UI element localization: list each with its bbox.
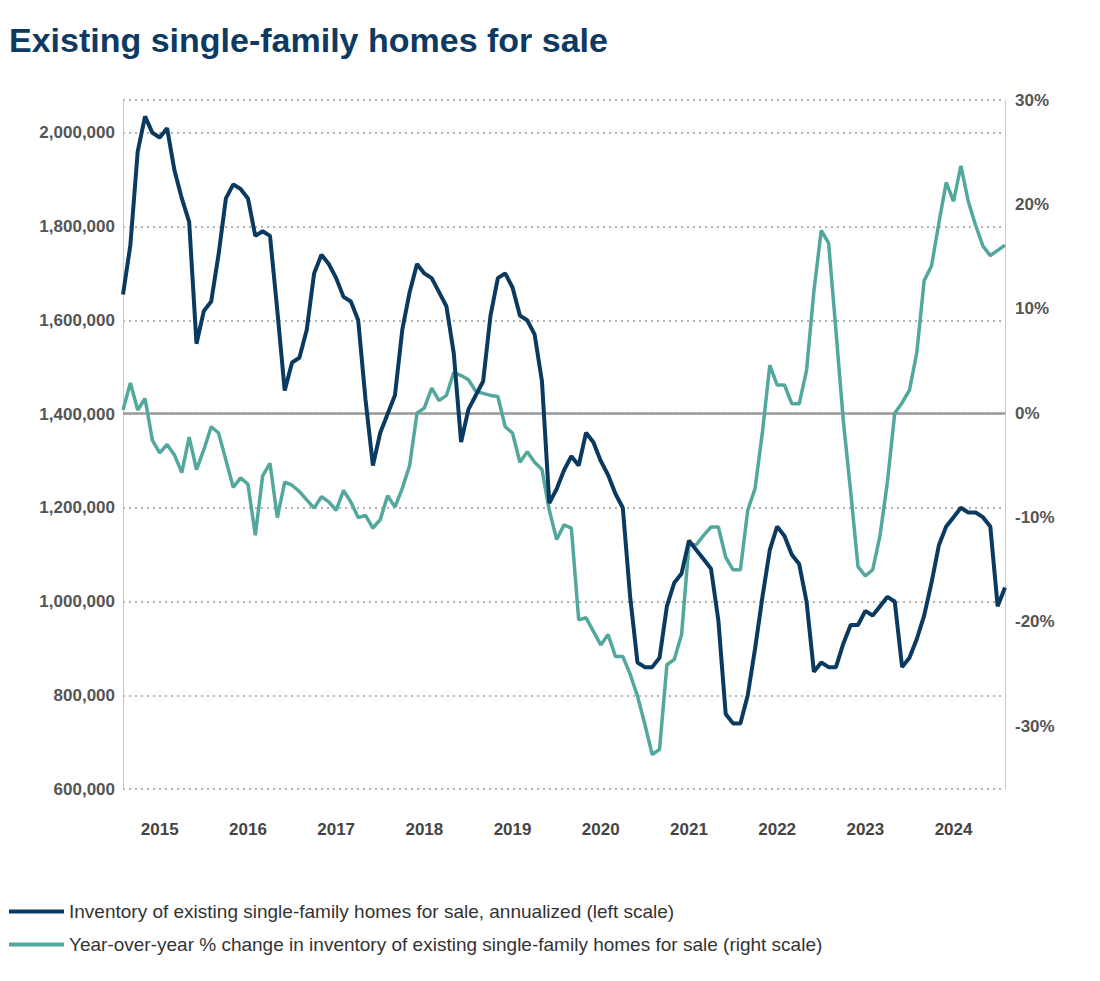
svg-text:2015: 2015	[141, 820, 179, 839]
svg-text:1,000,000: 1,000,000	[39, 592, 115, 611]
svg-text:2019: 2019	[494, 820, 532, 839]
svg-text:-30%: -30%	[1015, 717, 1055, 736]
svg-text:2017: 2017	[317, 820, 355, 839]
svg-text:20%: 20%	[1015, 195, 1049, 214]
svg-text:1,800,000: 1,800,000	[39, 217, 115, 236]
svg-text:Year-over-year % change in inv: Year-over-year % change in inventory of …	[69, 934, 822, 955]
svg-text:Existing single-family homes f: Existing single-family homes for sale	[9, 21, 608, 59]
svg-text:2022: 2022	[758, 820, 796, 839]
svg-text:2023: 2023	[846, 820, 884, 839]
svg-text:2020: 2020	[582, 820, 620, 839]
svg-text:600,000: 600,000	[54, 780, 115, 799]
svg-text:1,200,000: 1,200,000	[39, 498, 115, 517]
svg-text:2,000,000: 2,000,000	[39, 123, 115, 142]
svg-text:2018: 2018	[405, 820, 443, 839]
svg-text:-10%: -10%	[1015, 508, 1055, 527]
svg-text:2021: 2021	[670, 820, 708, 839]
svg-text:2016: 2016	[229, 820, 267, 839]
svg-text:1,600,000: 1,600,000	[39, 311, 115, 330]
svg-text:10%: 10%	[1015, 299, 1049, 318]
svg-text:0%: 0%	[1015, 404, 1040, 423]
svg-text:2024: 2024	[935, 820, 973, 839]
svg-text:800,000: 800,000	[54, 686, 115, 705]
svg-text:30%: 30%	[1015, 91, 1049, 110]
svg-text:1,400,000: 1,400,000	[39, 405, 115, 424]
svg-text:-20%: -20%	[1015, 612, 1055, 631]
svg-text:Inventory of existing single-f: Inventory of existing single-family home…	[69, 901, 674, 922]
